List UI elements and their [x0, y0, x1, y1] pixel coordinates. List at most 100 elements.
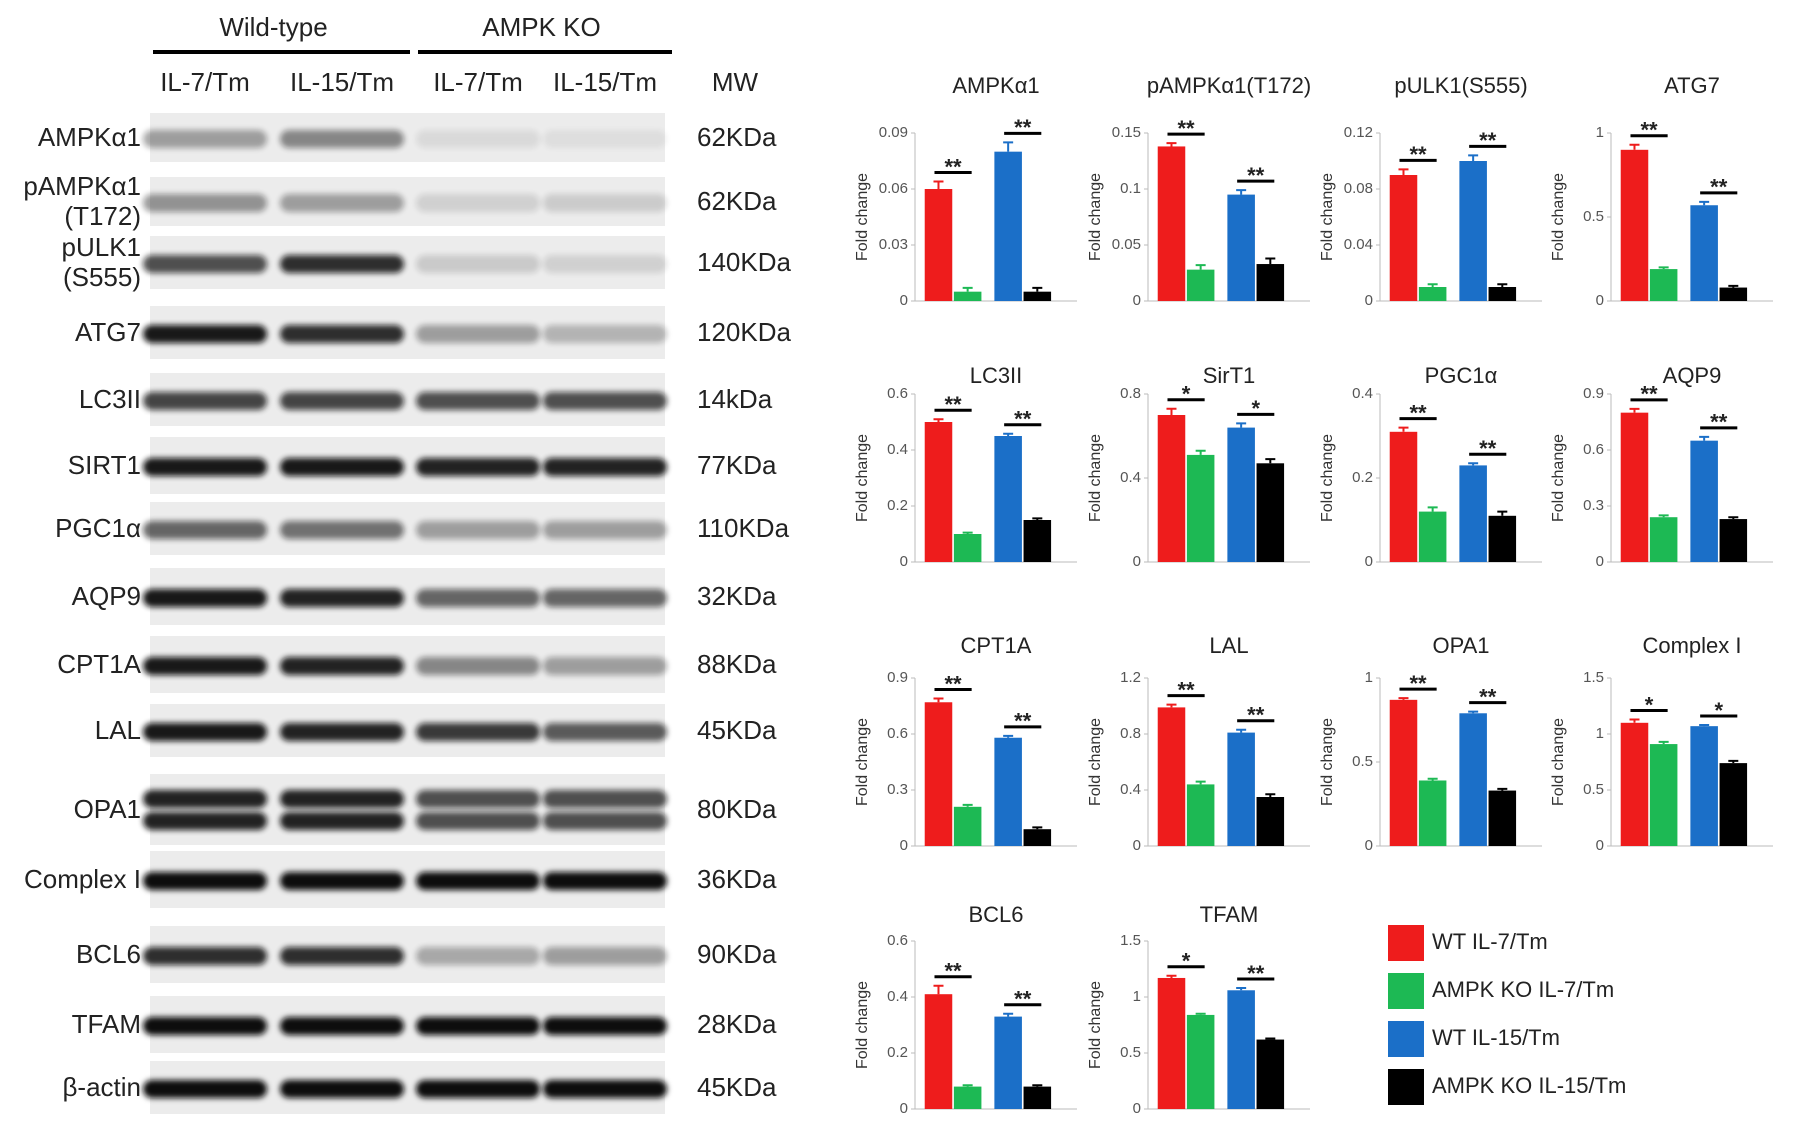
band [416, 1080, 540, 1098]
band [416, 872, 540, 890]
bar [1157, 146, 1186, 301]
band [543, 130, 667, 148]
mw-label: 88KDa [697, 649, 777, 679]
error-bar [1166, 703, 1177, 708]
error-bar [1032, 826, 1043, 830]
significance-label: ** [945, 671, 963, 696]
significance-label: ** [1641, 382, 1659, 407]
bar [994, 1016, 1022, 1109]
significance-label: ** [945, 392, 963, 417]
y-tick-label: 0.4 [1120, 781, 1141, 798]
y-tick-label: 0.2 [887, 497, 908, 514]
chart-title: OPA1 [1432, 633, 1489, 658]
band [543, 1080, 667, 1098]
protein-label: (T172) [64, 201, 141, 231]
error-bar [1699, 200, 1710, 206]
significance-label: * [1182, 949, 1191, 974]
protein-label: SIRT1 [68, 450, 141, 480]
significance-label: * [1714, 698, 1723, 723]
error-bar [1629, 143, 1640, 150]
bar [1157, 707, 1186, 846]
protein-label: (S555) [63, 262, 141, 292]
error-bar [1398, 426, 1409, 432]
bar [1690, 440, 1718, 562]
error-bar [1629, 407, 1640, 413]
band [416, 723, 540, 741]
significance-label: ** [1178, 116, 1196, 141]
bar [924, 702, 953, 846]
y-tick-label: 0 [900, 553, 908, 570]
bar [994, 436, 1022, 562]
y-axis-label: Fold change [1087, 173, 1104, 261]
y-tick-label: 0.5 [1352, 753, 1373, 770]
chart-title: LC3II [970, 363, 1023, 388]
y-tick-label: 0.05 [1112, 236, 1141, 253]
error-bar [1003, 141, 1014, 152]
band [143, 589, 267, 607]
bar [1418, 287, 1447, 301]
band [280, 1080, 404, 1098]
error-bar [1427, 777, 1438, 781]
y-axis-label: Fold change [1319, 434, 1336, 522]
band [143, 1080, 267, 1098]
protein-label: AMPKα1 [38, 122, 141, 152]
error-bar [1497, 283, 1508, 287]
band [543, 657, 667, 675]
legend-label: WT IL-7/Tm [1432, 929, 1548, 954]
error-bar [1427, 506, 1438, 512]
error-bar [1265, 1037, 1276, 1040]
band [416, 657, 540, 675]
band [143, 521, 267, 539]
error-bar [1497, 510, 1508, 516]
y-tick-label: 0.5 [1583, 208, 1604, 225]
error-bar [1003, 1012, 1014, 1017]
error-bar [962, 803, 973, 807]
bar [1256, 1039, 1285, 1109]
bar [1256, 463, 1285, 562]
band [416, 325, 540, 343]
bar [1649, 744, 1678, 846]
band [280, 325, 404, 343]
protein-label: PGC1α [55, 513, 141, 543]
bar [1227, 732, 1255, 846]
error-bar [1629, 718, 1640, 723]
significance-label: ** [1410, 671, 1428, 696]
protein-label: LAL [95, 715, 141, 745]
bar [1690, 205, 1718, 301]
band [280, 812, 404, 830]
mw-label: 140KDa [697, 247, 791, 277]
bar [1186, 784, 1215, 846]
bar [953, 806, 982, 846]
y-tick-label: 0 [1596, 837, 1604, 854]
band [280, 589, 404, 607]
band [280, 458, 404, 476]
protein-label: TFAM [72, 1009, 141, 1039]
significance-label: ** [945, 154, 963, 179]
mw-header: MW [712, 67, 759, 97]
bar [1459, 713, 1487, 846]
mw-label: 120KDa [697, 317, 791, 347]
error-bar [1195, 780, 1206, 785]
y-tick-label: 0.2 [1352, 469, 1373, 486]
protein-label: Complex I [24, 864, 141, 894]
error-bar [1728, 516, 1739, 520]
y-tick-label: 0 [1596, 553, 1604, 570]
band [143, 812, 267, 830]
lane-label: IL-7/Tm [160, 67, 250, 97]
band [143, 130, 267, 148]
y-tick-label: 0.06 [879, 180, 908, 197]
legend-label: AMPK KO IL-7/Tm [1432, 977, 1614, 1002]
mw-label: 45KDa [697, 1072, 777, 1102]
chart-title: PGC1α [1425, 363, 1498, 388]
bar [1649, 269, 1678, 301]
y-tick-label: 0 [900, 837, 908, 854]
y-tick-label: 0.3 [1583, 497, 1604, 514]
bar [953, 291, 982, 301]
bar [1157, 415, 1186, 562]
y-tick-label: 0.2 [887, 1044, 908, 1061]
error-bar [1236, 189, 1247, 195]
error-bar [962, 286, 973, 292]
band [143, 790, 267, 808]
band [543, 589, 667, 607]
